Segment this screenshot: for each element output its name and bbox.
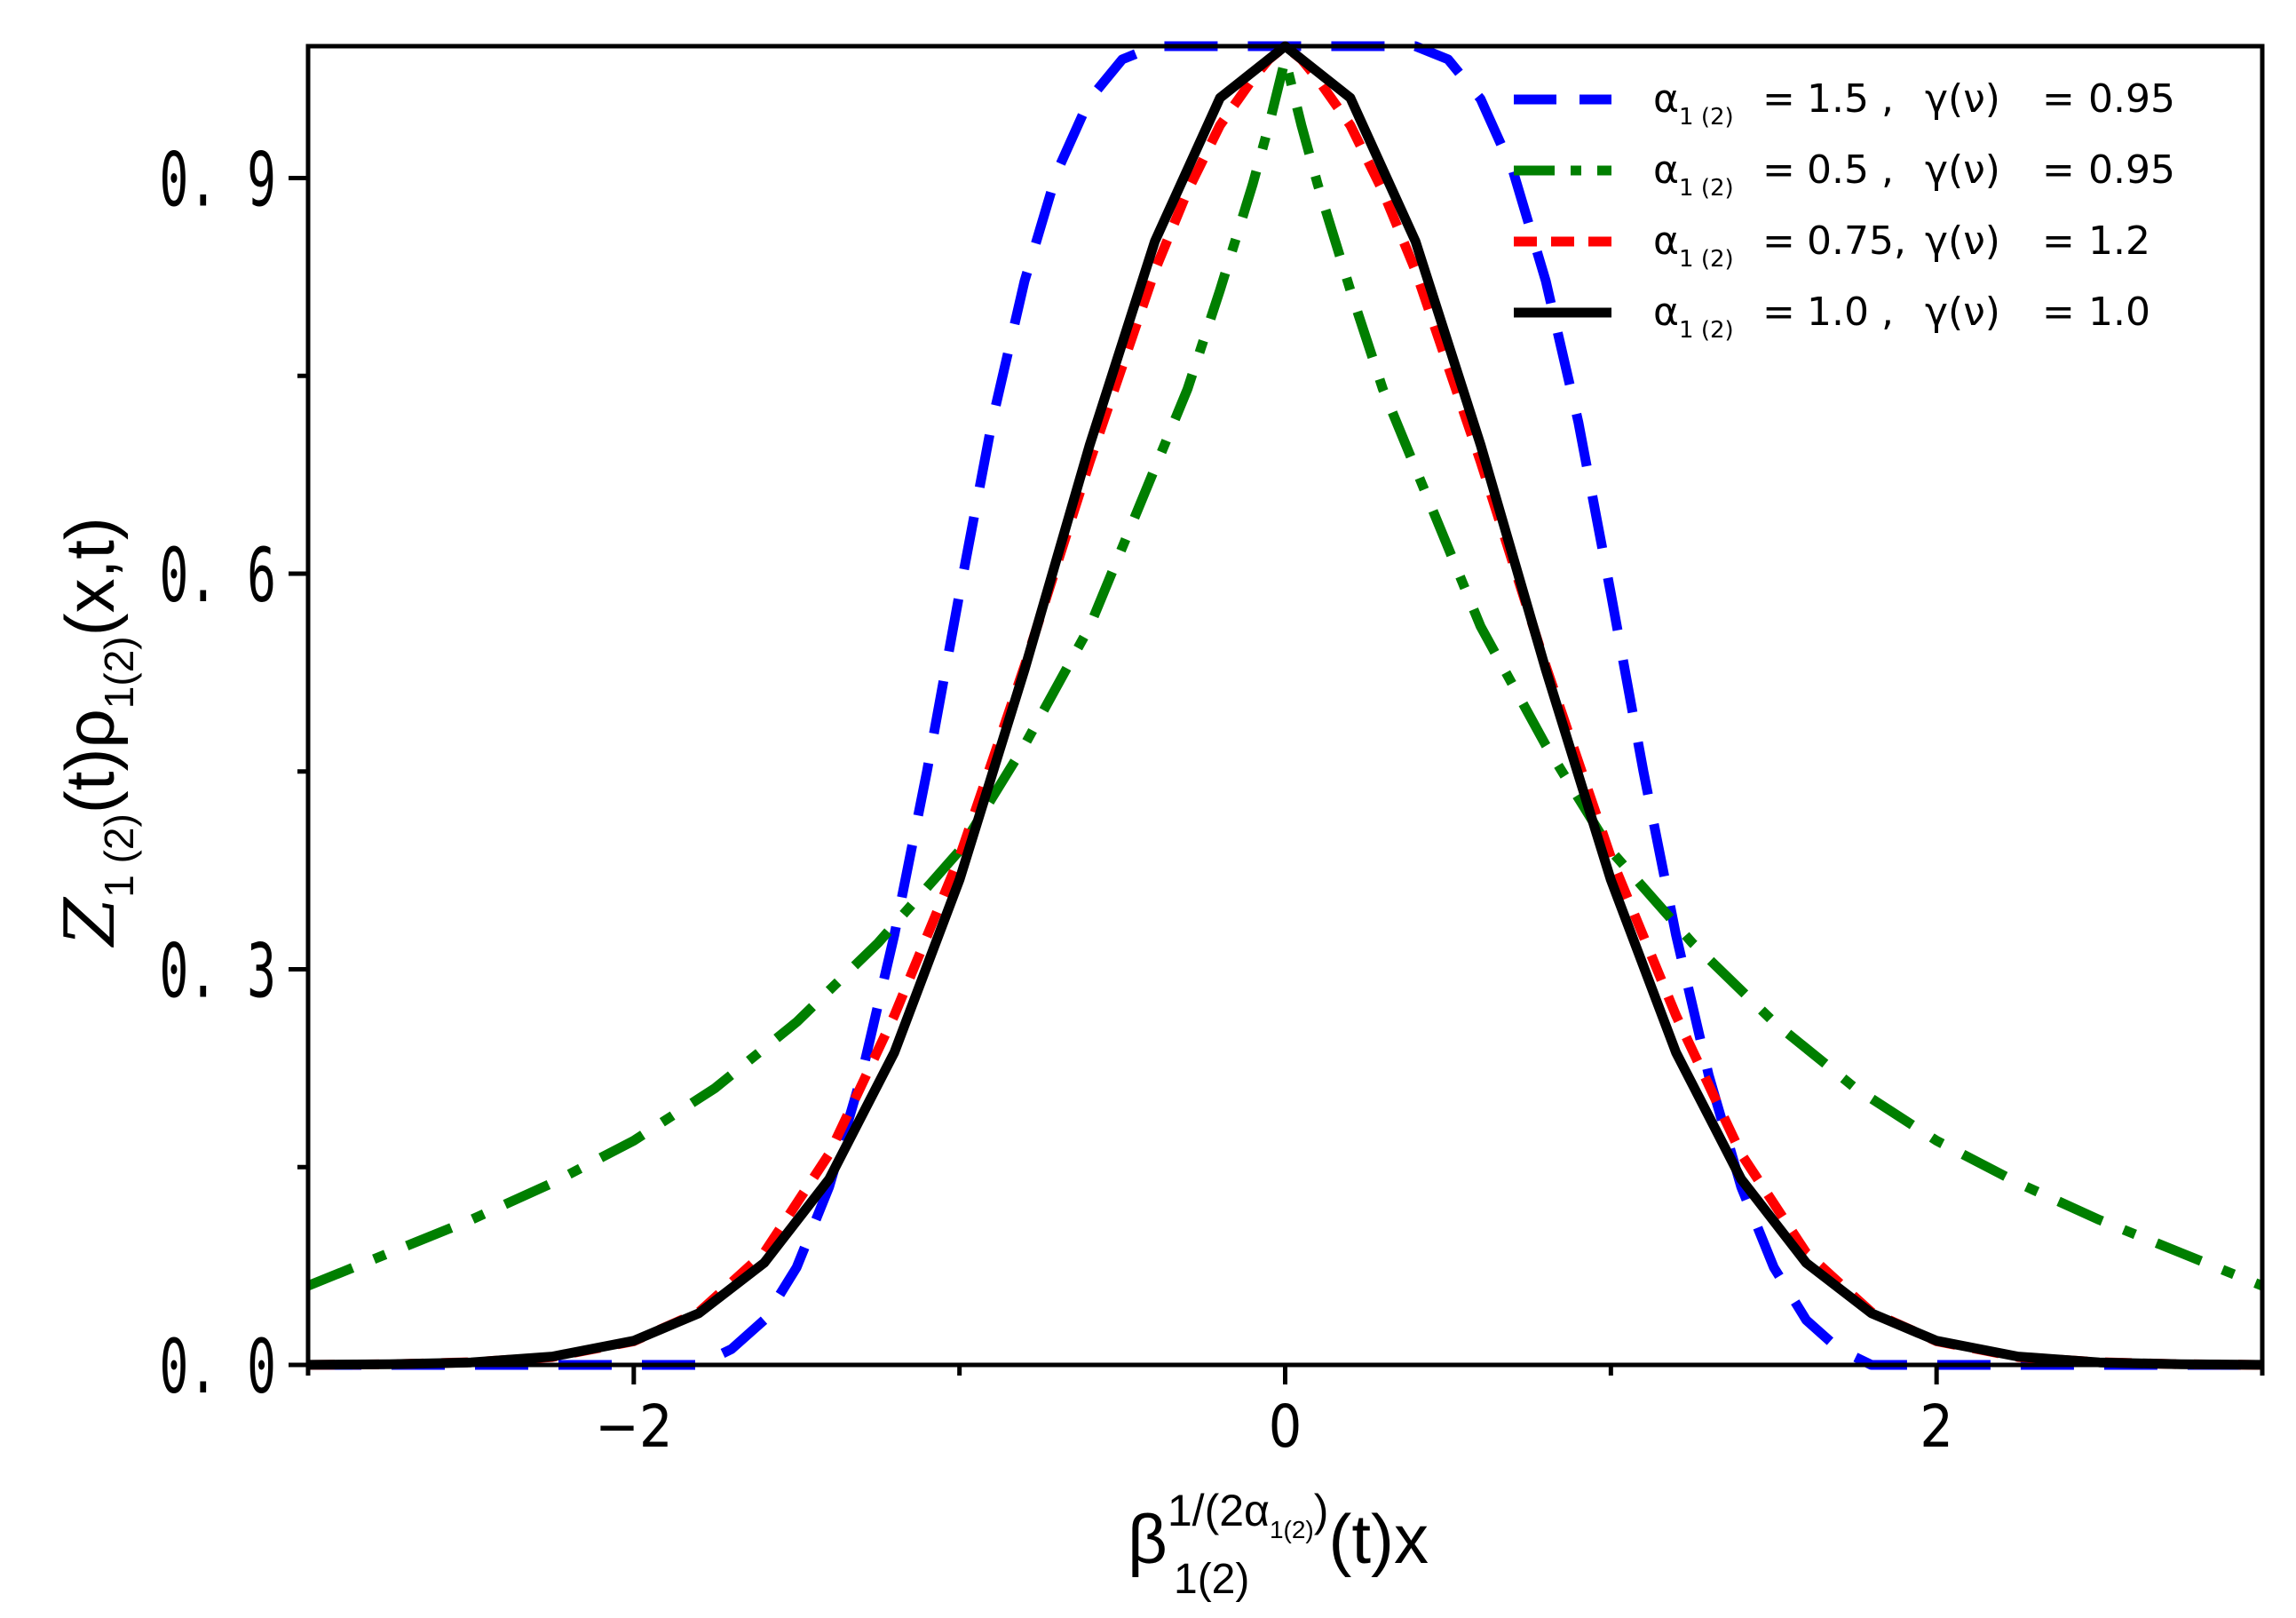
legend-alpha-sub: 1 (2): [1679, 317, 1734, 344]
legend-alpha-value: 0.75,: [1807, 218, 1906, 264]
svg-text:Z1 (2)(t)ρ1(2)(x,t): Z1 (2)(t)ρ1(2)(x,t): [51, 517, 142, 948]
x-tick-label-3: 2: [1920, 1392, 1953, 1461]
legend-gamma: γ(ν): [1925, 289, 2000, 335]
legend-eq: =: [1762, 289, 1795, 335]
x-tick-label-1: −2: [595, 1392, 673, 1461]
legend-alpha-sub: 1 (2): [1679, 246, 1734, 273]
y-axis-title-t: (t): [51, 749, 129, 814]
legend-eq: =: [1762, 76, 1795, 122]
y-axis-title-z-sub: 1 (2): [96, 813, 142, 898]
legend-alpha-sub: 1 (2): [1679, 104, 1734, 131]
x-axis-title-sup-close: ): [1314, 1486, 1329, 1535]
legend-eq: =: [2042, 218, 2075, 264]
x-axis-title-sup: 1/(2α: [1168, 1486, 1270, 1535]
legend-label-1: α1 (2) = 1.5 , γ(ν) = 0.95: [1653, 76, 2175, 131]
x-axis-title-sub: 1(2): [1174, 1556, 1249, 1603]
legend-alpha-value: 0.5 ,: [1807, 147, 1894, 193]
legend-gamma: γ(ν): [1925, 147, 2000, 193]
legend-eq: =: [1762, 218, 1795, 264]
y-tick-label-2: 0. 3: [160, 927, 276, 1014]
x-tick-label-2: 0: [1269, 1392, 1302, 1461]
y-axis-title-suffix: (x,t): [51, 517, 129, 636]
legend-gamma: γ(ν): [1925, 218, 2000, 264]
legend-gamma-value: 0.95: [2088, 147, 2175, 193]
y-axis-title-rho-sub: 1(2): [96, 636, 142, 709]
legend-eq: =: [2042, 147, 2075, 193]
y-axis-title: Z1 (2)(t)ρ1(2)(x,t): [51, 517, 142, 948]
legend-alpha: α: [1653, 147, 1679, 193]
legend-gamma-value: 0.95: [2088, 76, 2175, 122]
legend-gamma: γ(ν): [1925, 76, 2000, 122]
legend-gamma-value: 1.0: [2088, 289, 2150, 335]
x-axis-title-suffix: (t)x: [1328, 1500, 1429, 1578]
x-axis-title: β1/(2α1(2))(t)x: [1128, 1486, 1429, 1578]
tick-labels-layer: −2 0 2 0. 0 0. 3 0. 6 0. 9: [160, 136, 1954, 1461]
x-axis-title-sup-sub: 1(2): [1270, 1516, 1314, 1543]
legend-eq: =: [2042, 76, 2075, 122]
legend-gamma-value: 1.2: [2088, 218, 2150, 264]
y-tick-label-3: 0. 6: [160, 532, 276, 619]
legend-alpha: α: [1653, 218, 1679, 264]
legend-eq: =: [2042, 289, 2075, 335]
ticks-layer: [289, 176, 2265, 1384]
y-tick-label-4: 0. 9: [160, 136, 276, 223]
y-axis-title-z: Z: [51, 896, 131, 948]
x-axis-title-base: β: [1128, 1500, 1168, 1578]
series-line-2: [305, 54, 2265, 1290]
y-tick-label-1: 0. 0: [160, 1323, 276, 1410]
legend-alpha: α: [1653, 76, 1679, 122]
y-axis-title-rho: ρ: [51, 709, 129, 748]
series-line-3: [307, 41, 2263, 1370]
legend-alpha: α: [1653, 289, 1679, 335]
legend-alpha-value: 1.5 ,: [1807, 76, 1894, 122]
legend-label-3: α1 (2) = 0.75, γ(ν) = 1.2: [1653, 218, 2150, 273]
legend-eq: =: [1762, 147, 1795, 193]
legend-label-4: α1 (2) = 1.0 , γ(ν) = 1.0: [1653, 289, 2150, 344]
legend-label-2: α1 (2) = 0.5 , γ(ν) = 0.95: [1653, 147, 2175, 202]
legend-alpha-sub: 1 (2): [1679, 175, 1734, 202]
legend-alpha-value: 1.0 ,: [1807, 289, 1894, 335]
